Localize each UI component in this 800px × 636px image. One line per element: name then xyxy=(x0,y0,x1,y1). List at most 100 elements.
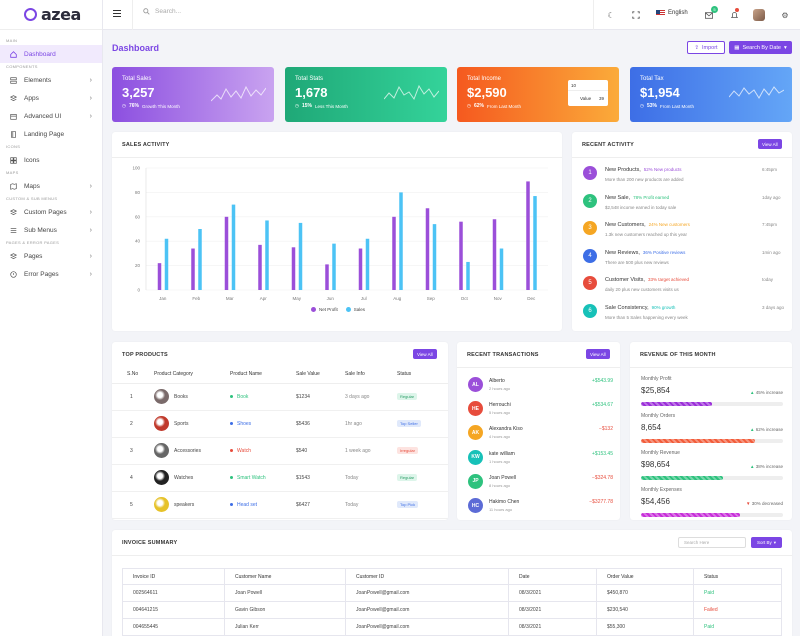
bar-sales xyxy=(466,261,470,290)
view-all-button[interactable]: View All xyxy=(413,349,437,359)
transaction-amount: −$132 xyxy=(598,426,613,433)
category-label: speakers xyxy=(174,501,195,508)
cell-status: Regular xyxy=(397,383,448,411)
transaction-avatar: JP xyxy=(468,473,483,489)
language-selector[interactable]: English xyxy=(656,10,688,16)
status-dot xyxy=(230,394,233,398)
table-row[interactable]: 2 Sports Shoes $5436 1hr ago Top Seller xyxy=(112,410,448,438)
revenue-progress-bar xyxy=(641,513,783,517)
search-input[interactable]: Search... xyxy=(143,8,181,15)
change-label: 38% increase xyxy=(755,464,783,469)
cell-sno: 1 xyxy=(112,383,154,411)
sidebar-item-maps[interactable]: Maps › xyxy=(0,177,102,195)
product-image xyxy=(154,389,169,404)
cell-sno: 2 xyxy=(112,410,154,438)
sidebar-item-dashboard[interactable]: Dashboard xyxy=(0,45,102,63)
import-button[interactable]: ⇪ Import xyxy=(687,41,725,54)
sidebar: azea MAIN Dashboard COMPONENTS Elements … xyxy=(0,0,103,636)
stat-card-total-stats: Total Stats 1,678 ◷ 15% Less This Month xyxy=(285,67,447,122)
transaction-avatar: AK xyxy=(468,425,483,441)
sidebar-item-label: Custom Pages xyxy=(24,208,67,216)
brand-logo[interactable]: azea xyxy=(0,0,102,30)
dark-mode-icon[interactable]: ☾ xyxy=(607,10,615,20)
bar-sales xyxy=(499,248,504,290)
transaction-amount: −$324.78 xyxy=(592,474,613,481)
revenue-label: Monthly Orders xyxy=(641,413,676,419)
card-title: SALES ACTIVITY xyxy=(122,142,170,148)
table-row[interactable]: 3 Accessories Watch $540 1 week ago Irre… xyxy=(112,437,448,465)
transaction-item[interactable]: AK Alexandra Kiso 4 hours ago −$132 xyxy=(468,423,613,447)
table-row[interactable]: 004641215 Gavin Gibson JoanPowell@gmail.… xyxy=(122,601,782,619)
sidebar-section-maps: MAPS xyxy=(6,170,19,175)
table-row[interactable]: 002564611 Joan Powell JoanPowell@gmail.c… xyxy=(122,584,782,602)
book-icon xyxy=(10,130,17,138)
mail-icon[interactable]: 5 xyxy=(703,6,718,21)
sort-by-button[interactable]: Sort By ▾ xyxy=(751,537,782,548)
table-row[interactable]: 5 speakers Head set $6427 Today Top Pick xyxy=(112,491,448,519)
transaction-time: 5 hours ago xyxy=(489,410,511,416)
sales-activity-card: SALES ACTIVITY 0 20 40 60 80 100 Jan Feb Mar Apr M… xyxy=(112,132,562,331)
activity-time: 1min ago xyxy=(762,249,781,255)
bar-sales xyxy=(231,204,236,290)
sidebar-item-advanced-ui[interactable]: Advanced UI › xyxy=(0,107,102,125)
stat-sub: ◷ 53% From Last Month xyxy=(640,103,782,109)
bar-net-profit xyxy=(459,221,463,290)
transaction-item[interactable]: AL Alberto 2 hours ago +$543.99 xyxy=(468,375,613,399)
product-name: Book xyxy=(237,393,249,400)
revenue-change: ▲ 38% increase xyxy=(750,464,783,469)
transaction-avatar: KW xyxy=(468,449,483,465)
sidebar-item-apps[interactable]: Apps › xyxy=(0,89,102,107)
revenue-item: Monthly Revenue $98,654 ▲ 38% increase xyxy=(641,450,783,480)
x-tick-label: Apr xyxy=(260,296,268,301)
sidebar-item-custom-pages[interactable]: Custom Pages › xyxy=(0,203,102,221)
transaction-time: 8 hours ago xyxy=(489,482,511,488)
status-dot xyxy=(230,421,233,425)
transaction-avatar: HE xyxy=(468,401,483,417)
table-row[interactable]: 4 Watches Smart Watch $1543 Today Regula… xyxy=(112,464,448,492)
sidebar-item-pages[interactable]: Pages › xyxy=(0,247,102,265)
sidebar-item-sub-menus[interactable]: Sub Menus › xyxy=(0,221,102,239)
sidebar-item-icons[interactable]: Icons xyxy=(0,151,102,169)
stat-label: Total Sales xyxy=(122,76,152,82)
table-row[interactable]: 004655445 Julian Kerr JoanPowell@gmail.c… xyxy=(122,618,782,636)
cell-order-value: $230,540 xyxy=(596,601,694,619)
stat-label: Total Stats xyxy=(295,76,324,82)
cell-category: Books xyxy=(154,383,230,411)
transaction-item[interactable]: KW kate william 1 hours ago +$153.45 xyxy=(468,448,613,472)
revenue-change: ▼ 30% decreased xyxy=(746,501,783,506)
view-all-button[interactable]: View All xyxy=(758,139,782,149)
cell-info: Today xyxy=(345,464,397,492)
stat-value: 3,257 xyxy=(122,85,155,100)
transaction-item[interactable]: JP Joan Powell 8 hours ago −$324.78 xyxy=(468,472,613,496)
table-row[interactable]: 1 Books Book $1234 3 days ago Regular xyxy=(112,383,448,411)
bell-icon[interactable] xyxy=(728,8,740,21)
sidebar-item-error-pages[interactable]: Error Pages › xyxy=(0,265,102,283)
transaction-item[interactable]: HC Hakimo Chen 11 hours ago −$3277.78 xyxy=(468,496,613,520)
view-all-button[interactable]: View All xyxy=(586,349,610,359)
fullscreen-icon[interactable] xyxy=(630,9,642,21)
legend-swatch-sales xyxy=(345,307,351,312)
sidebar-item-label: Landing Page xyxy=(24,130,65,138)
transaction-item[interactable]: HE Herrouchi 5 hours ago +$534.67 xyxy=(468,399,613,423)
cell-value: $1234 xyxy=(296,383,345,411)
list-icon xyxy=(10,227,17,234)
revenue-progress-bar xyxy=(641,476,783,480)
stat-pct: 53% xyxy=(646,103,657,109)
invoice-search-input[interactable]: Search Here xyxy=(678,537,746,548)
search-by-date-button[interactable]: ▦ Search By Date ▾ xyxy=(729,41,792,54)
layers-icon xyxy=(10,252,17,260)
settings-gear-icon[interactable]: ⚙ xyxy=(781,10,789,20)
revenue-card: REVENUE OF THIS MONTH Monthly Profit $25… xyxy=(630,342,792,520)
stat-note: Less This Month xyxy=(314,103,348,109)
database-icon xyxy=(10,76,17,84)
menu-toggle-icon[interactable] xyxy=(113,10,121,19)
activity-desc: daily 20 plus new customers visits us xyxy=(605,287,679,292)
sidebar-item-landing-page[interactable]: Landing Page xyxy=(0,125,102,143)
user-avatar[interactable] xyxy=(753,9,765,21)
grid-icon xyxy=(10,156,17,164)
sidebar-item-elements[interactable]: Elements › xyxy=(0,71,102,89)
y-tick-label: 80 xyxy=(135,190,141,195)
sidebar-section-icons: ICONS xyxy=(6,144,21,149)
bar-net-profit xyxy=(492,219,497,290)
x-tick-label: May xyxy=(292,296,301,301)
